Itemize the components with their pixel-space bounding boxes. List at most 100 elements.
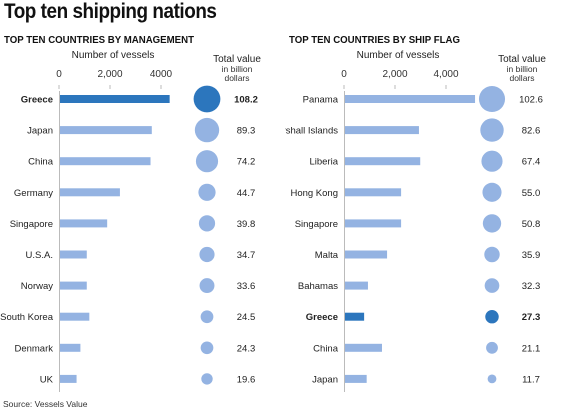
axis-title: Number of vessels <box>357 50 440 61</box>
value-circle <box>199 246 215 263</box>
value-circle <box>478 85 506 113</box>
bar <box>345 374 367 383</box>
value-circle <box>486 341 498 354</box>
source-note: Source: Vessels Value <box>3 399 88 409</box>
value-circle <box>487 374 497 384</box>
category-label: Hong Kong <box>290 188 338 199</box>
category-label: U.S.A. <box>26 250 53 261</box>
category-label: China <box>28 157 54 168</box>
value-circle <box>198 183 216 201</box>
category-label: South Korea <box>0 312 54 323</box>
value-label: 102.6 <box>519 95 543 106</box>
category-label: Panama <box>303 95 339 106</box>
value-label: 19.6 <box>237 374 256 385</box>
bar <box>60 343 81 352</box>
x-tick-label: 0 <box>341 69 347 80</box>
value-label: 67.4 <box>522 157 541 168</box>
value-header-line3: dollars <box>509 73 534 83</box>
bar <box>345 219 402 228</box>
value-header-line2: in billion <box>222 64 253 74</box>
category-label: Malta <box>315 250 339 261</box>
value-label: 39.8 <box>237 219 256 230</box>
bar <box>345 95 476 103</box>
x-tick-label: 2,000 <box>97 69 122 80</box>
x-tick-label: 4,000 <box>433 69 458 80</box>
x-tick-label: 4000 <box>150 69 173 80</box>
bar <box>60 219 108 228</box>
right-chart-title: TOP TEN COUNTRIES BY SHIP FLAG <box>289 34 461 46</box>
value-circle <box>482 182 502 202</box>
category-label: Japan <box>27 126 53 137</box>
value-header-line3: dollars <box>224 73 249 83</box>
value-circle <box>481 150 503 172</box>
bar <box>60 281 87 290</box>
value-label: 50.8 <box>522 219 541 230</box>
bar <box>345 250 388 259</box>
category-label: Japan <box>312 374 338 385</box>
value-circle <box>198 215 216 232</box>
value-circle <box>201 373 213 385</box>
value-circle <box>485 309 499 324</box>
bar <box>345 343 382 352</box>
value-circle <box>484 278 500 293</box>
value-label: 82.6 <box>522 126 541 137</box>
value-label: 21.1 <box>522 343 541 354</box>
category-label: Liberia <box>309 157 338 168</box>
bar <box>60 95 170 103</box>
bar <box>345 157 421 166</box>
bar <box>345 312 365 321</box>
value-label: 33.6 <box>237 281 256 292</box>
value-header-line2: in billion <box>507 64 538 74</box>
category-label: Greece <box>21 95 53 106</box>
category-label: China <box>313 343 339 354</box>
bar <box>60 157 151 166</box>
category-label: Marshall Islands <box>285 126 338 137</box>
category-label: UK <box>40 374 54 385</box>
bar <box>345 281 368 290</box>
category-label: Denmark <box>14 343 53 354</box>
value-label: 55.0 <box>522 188 541 199</box>
value-circle <box>200 341 214 355</box>
value-label: 44.7 <box>237 188 256 199</box>
category-label: Greece <box>306 312 338 323</box>
category-label: Singapore <box>295 219 338 230</box>
value-label: 24.3 <box>237 343 256 354</box>
category-label: Germany <box>14 188 53 199</box>
management-chart: Number of vessels 0 2,000 4000 Total valuein… <box>0 50 261 392</box>
category-label: Bahamas <box>298 281 338 292</box>
bar <box>60 188 120 197</box>
value-circle <box>484 246 500 263</box>
value-label: 32.3 <box>522 281 541 292</box>
bar <box>60 126 152 135</box>
category-label: Norway <box>21 281 53 292</box>
value-label: 24.5 <box>237 312 256 323</box>
value-circle <box>194 117 220 143</box>
value-label: 27.3 <box>522 312 541 323</box>
category-label: Singapore <box>10 219 53 230</box>
value-label: 11.7 <box>522 374 540 385</box>
value-header-line1: Total value <box>498 54 546 65</box>
value-label: 74.2 <box>237 157 256 168</box>
bar <box>60 312 90 321</box>
flag-chart: Number of vessels 0 2,000 4,000 Total valuei… <box>285 50 546 392</box>
value-label: 89.3 <box>237 126 256 137</box>
left-chart-title: TOP TEN COUNTRIES BY MANAGEMENT <box>4 34 195 46</box>
value-header-line1: Total value <box>213 54 261 65</box>
value-circle <box>199 278 215 294</box>
value-circle <box>193 85 221 113</box>
value-label: 35.9 <box>522 250 541 261</box>
x-tick-label: 0 <box>56 69 62 80</box>
value-circle <box>195 150 219 173</box>
bar <box>60 374 77 383</box>
bar <box>345 188 402 197</box>
value-label: 34.7 <box>237 250 256 261</box>
page-title: Top ten shipping nations <box>4 0 217 23</box>
value-label: 108.2 <box>234 95 258 106</box>
value-circle <box>200 310 214 324</box>
axis-title: Number of vessels <box>72 50 155 61</box>
x-tick-label: 2,000 <box>382 69 407 80</box>
value-circle <box>480 118 504 142</box>
value-circle <box>482 214 502 233</box>
bar <box>345 126 419 135</box>
bar <box>60 250 87 259</box>
